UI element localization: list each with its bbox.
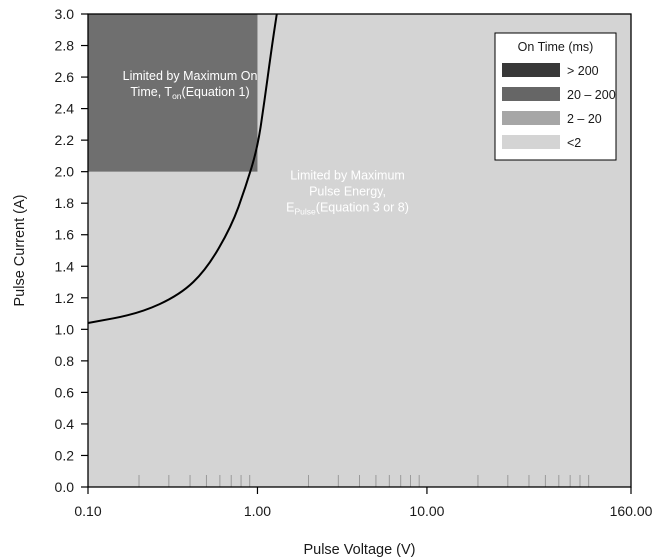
annotation-line: Limited by Maximum	[290, 169, 405, 183]
y-tick-label: 3.0	[55, 6, 75, 22]
x-minor-ticks	[138, 475, 590, 487]
annotation-text: Pulse Energy,	[309, 185, 386, 199]
x-tick-label: 10.00	[409, 503, 444, 519]
x-tick-label: 1.00	[244, 503, 271, 519]
y-tick-label: 0.0	[55, 479, 75, 495]
y-tick-label: 1.6	[55, 227, 75, 243]
y-tick-label: 1.0	[55, 321, 75, 337]
annotation-subscript: on	[172, 91, 182, 101]
legend-swatch	[502, 135, 560, 149]
y-tick-label: 0.6	[55, 384, 75, 400]
y-tick-label: 0.4	[55, 416, 75, 432]
x-tick-label: 160.00	[610, 503, 653, 519]
on-time-limit-curve	[87, 13, 278, 325]
y-tick-label: 1.4	[55, 258, 75, 274]
region-ontime-limited	[88, 14, 258, 172]
legend-label: <2	[567, 136, 581, 150]
annotation-suffix: (Equation 1)	[182, 85, 250, 99]
legend-entries: > 200 20 – 200 2 – 20 <2	[502, 63, 616, 150]
annotation-line: Time, T	[130, 85, 172, 99]
y-axis-title: Pulse Current (A)	[12, 194, 28, 306]
y-axis: 0.0 0.2 0.4 0.6 0.8 1.0 1.2 1.4 1.6 1.8 2.0 2.2 2.4 2…	[55, 6, 88, 495]
annotation-line: Limited by Maximum On	[123, 69, 258, 83]
y-tick-label: 1.8	[55, 195, 75, 211]
x-axis-title: Pulse Voltage (V)	[303, 542, 415, 558]
annotation-text: Time, Ton(Equation 1)	[130, 85, 249, 101]
annotation-text: Limited by Maximum On	[123, 69, 258, 83]
y-tick-label: 2.0	[55, 164, 75, 180]
y-tick-label: 0.2	[55, 447, 75, 463]
annotation-subscript: Pulse	[295, 207, 317, 217]
y-tick-label: 2.8	[55, 38, 75, 54]
legend: On Time (ms) > 200 20 – 200 2 – 20 <2	[494, 32, 617, 161]
y-tick-label: 1.2	[55, 290, 75, 306]
y-tick-label: 2.4	[55, 101, 75, 117]
x-tick-label: 0.10	[74, 503, 101, 519]
legend-swatch	[502, 111, 560, 125]
plot-frame	[87, 13, 632, 488]
annotation-line: E	[286, 201, 294, 215]
annotation-line: Pulse Energy,	[309, 185, 386, 199]
legend-title: On Time (ms)	[518, 40, 594, 54]
legend-label: > 200	[567, 64, 599, 78]
x-axis: 0.10 1.00 10.00 160.00	[74, 487, 653, 519]
y-tick-label: 2.2	[55, 132, 75, 148]
legend-swatch	[502, 63, 560, 77]
y-tick-label: 2.6	[55, 69, 75, 85]
legend-label: 20 – 200	[567, 88, 616, 102]
y-tick-label: 0.8	[55, 353, 75, 369]
legend-swatch	[502, 87, 560, 101]
annotation-text: Limited by Maximum	[290, 169, 405, 183]
annotation-text: EPulse(Equation 3 or 8)	[286, 201, 409, 217]
annotation-suffix: (Equation 3 or 8)	[316, 201, 409, 215]
legend-label: 2 – 20	[567, 112, 602, 126]
